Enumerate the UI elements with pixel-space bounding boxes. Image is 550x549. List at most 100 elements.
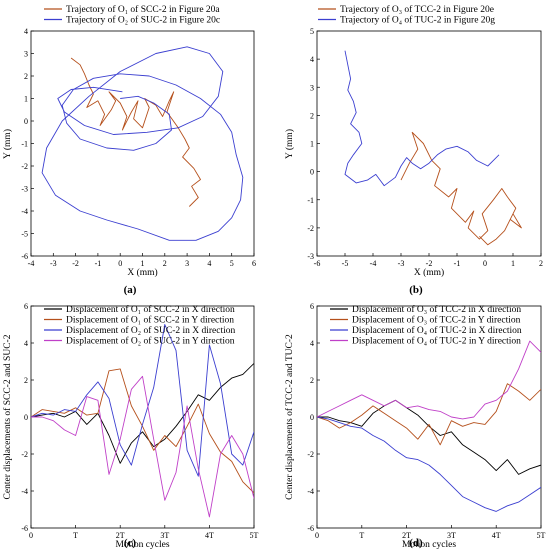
panel-label: (d) [409,537,423,549]
x-tick-label: 0 [315,531,319,540]
y-tick-label: -2 [21,162,28,171]
y-tick-label: 0 [310,168,314,177]
series-line-2 [344,50,500,187]
y-tick-label: 4 [24,339,28,348]
y-tick-label: 6 [24,302,28,311]
x-tick-label: 2 [163,259,167,268]
series-line-1 [317,399,541,475]
series-line-1 [70,57,201,207]
x-tick-label: 4T [205,531,214,540]
y-axis-label: Center displacements of SCC-2 and SUC-2 [2,334,13,499]
x-tick-label: -2 [426,259,433,268]
x-tick-label: 3T [160,531,169,540]
y-tick-label: 3 [310,83,314,92]
series-line-2 [41,46,244,241]
y-tick-label: -3 [21,185,28,194]
x-tick-label: -5 [342,259,349,268]
x-tick-label: -1 [454,259,461,268]
series-line-1 [31,363,254,464]
y-tick-label: 5 [310,27,314,36]
chart-panel-d: 0 T 2T 3T 4T 5T -6 -4 -2 0 2 4 6 Motion cycles Center … [284,302,546,549]
x-axis-label: X (mm) [127,267,157,278]
y-tick-label: 3 [24,50,28,59]
legend-entry: Displacement of O₃ of TCC-2 in Y directi… [352,315,521,326]
x-tick-label: 2T [402,531,411,540]
panel-label: (b) [409,284,423,296]
panel-label: (c) [124,537,137,549]
legend-entry: Displacement of O₂ of SUC-2 in X directi… [66,325,236,336]
y-tick-label: 0 [24,117,28,126]
x-axis-label: Motion cycles [115,540,169,549]
x-tick-label: -4 [370,259,377,268]
x-tick-label: 5T [250,531,259,540]
chart-panel-b: -6 -5 -4 -3 -2 -1 0 1 2 -3 -2 -1 0 1 2 3 4 5 X (mm) Y (mm) T… [284,4,543,296]
x-tick-label: 6 [252,259,256,268]
y-axis-label: Y (mm) [2,129,13,159]
y-tick-label: 2 [310,111,314,120]
x-tick-label: 4T [492,531,501,540]
x-tick-label: -3 [50,259,57,268]
x-tick-label: 2T [116,531,125,540]
x-tick-label: 1 [511,259,515,268]
x-axis-label: X (mm) [414,267,444,278]
x-tick-label: 4 [207,259,211,268]
x-tick-label: 0 [483,259,487,268]
y-tick-label: 6 [310,302,314,311]
y-tick-label: -6 [21,524,28,533]
chart-panel-c: 0 T 2T 3T 4T 5T -6 -4 -2 0 2 4 6 Motion cycles Center … [2,302,259,549]
x-tick-label: 1 [141,259,145,268]
y-tick-label: -6 [21,252,28,261]
y-tick-label: 0 [24,413,28,422]
series-line-4 [31,375,254,518]
y-tick-label: -4 [21,487,28,496]
legend-entry: Displacement of O₄ of TUC-2 in Y directi… [352,336,521,347]
plot-frame [30,30,255,257]
y-tick-label: -1 [21,140,28,149]
x-tick-label: 3 [185,259,189,268]
x-tick-label: -4 [28,259,35,268]
y-tick-label: 4 [310,339,314,348]
x-tick-label: 3T [447,531,456,540]
plot-frame [316,30,542,257]
series-line-3 [31,324,254,477]
x-tick-label: 5T [537,531,546,540]
x-tick-label: -1 [95,259,102,268]
y-tick-label: -3 [307,252,314,261]
x-tick-label: T [359,531,364,540]
y-axis-label: Y (mm) [284,129,295,159]
y-tick-label: 4 [24,27,28,36]
y-tick-label: 0 [310,413,314,422]
series-line-1 [400,131,522,246]
legend-entry: Displacement of O₁ of SCC-2 in Y directi… [66,315,234,326]
y-tick-label: 4 [310,55,314,64]
panel-label: (a) [124,284,137,296]
legend-entry: Trajectory of O₁ of SCC-2 in Figure 20a [66,4,220,15]
legend-entry: Trajectory of O₄ of TUC-2 in Figure 20g [340,15,495,26]
x-tick-label: -2 [72,259,79,268]
chart-panel-a: -4 -3 -2 -1 0 1 2 3 4 5 6 -6 -5 -4 -3 -2 -1 0 1 2 3 4 X (mm) Y … [2,4,256,296]
y-tick-label: 2 [310,376,314,385]
legend-entry: Displacement of O₂ of SUC-2 in Y directi… [66,336,235,347]
y-tick-label: -2 [21,450,28,459]
x-tick-label: -3 [398,259,405,268]
x-axis-label: Motion cycles [402,540,456,549]
y-tick-label: -4 [21,207,28,216]
series-line-3 [317,416,541,512]
x-tick-label: 2 [539,259,543,268]
series-line-2 [317,383,541,446]
y-tick-label: -5 [21,230,28,239]
series-line-4 [317,340,541,420]
y-tick-label: -6 [307,524,314,533]
x-tick-label: -6 [314,259,321,268]
x-tick-label: 0 [29,531,33,540]
y-tick-label: 1 [310,140,314,149]
x-tick-label: T [73,531,78,540]
legend-entry: Displacement of O₄ of TUC-2 in X directi… [352,325,522,336]
y-tick-label: -2 [307,224,314,233]
y-tick-label: 2 [24,376,28,385]
legend-entry: Displacement of O₃ of TCC-2 in X directi… [352,304,521,315]
x-tick-label: 5 [230,259,234,268]
legend-entry: Trajectory of O₂ of SUC-2 in Figure 20c [66,15,220,26]
y-tick-label: -4 [307,487,314,496]
